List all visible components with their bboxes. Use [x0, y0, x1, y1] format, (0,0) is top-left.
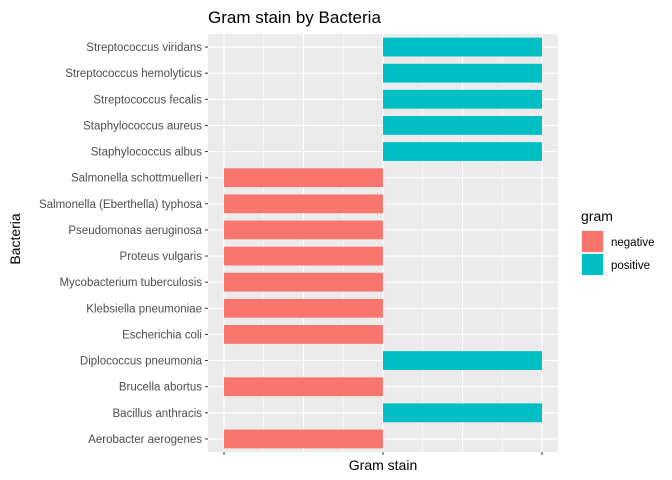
bar-negative [224, 429, 383, 449]
legend-label-positive: positive [611, 260, 650, 272]
y-tick-label: Staphylococcus aureus [83, 120, 202, 132]
y-tick-label: Proteus vulgaris [120, 251, 203, 263]
x-axis-title: Gram stain [349, 457, 417, 473]
y-axis-title: Bacteria [7, 213, 23, 265]
bar-negative [224, 272, 383, 292]
y-tick-label: Salmonella schottmuelleri [71, 173, 202, 185]
bar-negative [224, 220, 383, 240]
y-tick-label: Klebsiella pneumoniae [86, 303, 202, 315]
y-tick-label: Pseudomonas aeruginosa [68, 225, 202, 237]
legend-key-positive [582, 254, 603, 275]
legend: gram negative positive [581, 208, 654, 276]
y-tick-label: Brucella abortus [119, 382, 202, 394]
bar-negative [224, 194, 383, 214]
y-tick-label: Escherichia coli [122, 329, 202, 341]
y-tick-label: Streptococcus fecalis [93, 94, 202, 106]
y-tick-label: Mycobacterium tuberculosis [59, 277, 202, 289]
bar-negative [224, 377, 383, 397]
legend-title: gram [581, 208, 613, 224]
y-tick-label: Streptococcus viridans [86, 42, 202, 54]
bar-positive [383, 116, 542, 135]
y-tick-label: Streptococcus hemolyticus [65, 68, 202, 80]
bar-positive [383, 351, 542, 370]
bar-positive [383, 403, 542, 423]
y-tick-label: Aerobacter aerogenes [88, 434, 202, 446]
chart-title: Gram stain by Bacteria [208, 8, 381, 27]
y-tick-label: Bacillus anthracis [113, 408, 203, 420]
y-tick-label: Staphylococcus albus [91, 147, 202, 159]
bar-negative [224, 168, 383, 188]
y-axis-ticks: Aerobacter aerogenes Bacillus anthracis Br… [39, 42, 543, 455]
bar-positive [383, 89, 542, 109]
bar-positive [383, 63, 542, 83]
bar-negative [224, 298, 383, 318]
y-tick-label: Diplococcus pneumonia [80, 356, 203, 368]
bar-positive [383, 142, 542, 161]
bar-negative [224, 246, 383, 266]
y-tick-label: Salmonella (Eberthella) typhosa [39, 199, 203, 211]
bars-group [224, 37, 542, 449]
bar-positive [383, 37, 542, 57]
bar-negative [224, 325, 383, 344]
legend-label-negative: negative [611, 237, 654, 249]
legend-key-negative [582, 231, 603, 252]
